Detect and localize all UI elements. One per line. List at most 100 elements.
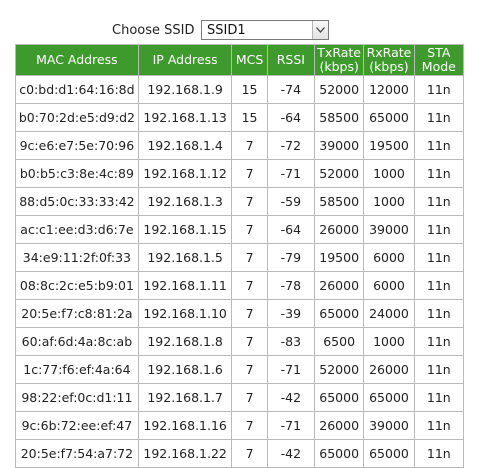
cell-rssi: -78 xyxy=(266,271,315,300)
table-header-row: MAC Address IP Address MCS RSSI TxRate (k… xyxy=(15,44,465,76)
cell-txrate: 19500 xyxy=(313,243,365,272)
cell-mcs: 7 xyxy=(231,439,268,468)
cell-mcs: 7 xyxy=(231,299,268,328)
cell-mcs: 7 xyxy=(231,131,268,160)
cell-rssi: -64 xyxy=(266,103,315,132)
cell-mcs: 7 xyxy=(231,411,268,440)
cell-sta-mode: 11n xyxy=(413,131,465,160)
cell-txrate: 58500 xyxy=(313,187,365,216)
table-row: 08:8c:2c:e5:b9:01 192.168.1.11 7 -78 26000 60… xyxy=(15,271,465,300)
cell-mac-address: c0:bd:d1:64:16:8d xyxy=(15,75,139,104)
header-rssi: RSSI xyxy=(266,44,315,76)
cell-txrate: 65000 xyxy=(313,299,365,328)
cell-rssi: -71 xyxy=(266,411,315,440)
header-sta-mode-line2: Mode xyxy=(421,59,456,74)
cell-sta-mode: 11n xyxy=(413,187,465,216)
cell-ip-address: 192.168.1.6 xyxy=(137,355,233,384)
cell-rxrate: 26000 xyxy=(363,355,415,384)
cell-rssi: -71 xyxy=(266,355,315,384)
header-mcs: MCS xyxy=(231,44,268,76)
table-row: 20:5e:f7:54:a7:72 192.168.1.22 7 -42 65000 65… xyxy=(15,439,465,468)
cell-ip-address: 192.168.1.5 xyxy=(137,243,233,272)
table-row: 9c:e6:e7:5e:70:96 192.168.1.4 7 -72 39000 195… xyxy=(15,131,465,160)
table-row: ac:c1:ee:d3:d6:7e 192.168.1.15 7 -64 26000 39… xyxy=(15,215,465,244)
dropdown-button[interactable] xyxy=(312,21,328,39)
cell-rxrate: 65000 xyxy=(363,383,415,412)
cell-mcs: 7 xyxy=(231,355,268,384)
cell-ip-address: 192.168.1.10 xyxy=(137,299,233,328)
cell-sta-mode: 11n xyxy=(413,271,465,300)
cell-ip-address: 192.168.1.12 xyxy=(137,159,233,188)
cell-rssi: -74 xyxy=(266,75,315,104)
cell-txrate: 6500 xyxy=(313,327,365,356)
header-txrate: TxRate (kbps) xyxy=(313,44,365,76)
cell-mac-address: 08:8c:2c:e5:b9:01 xyxy=(15,271,139,300)
cell-mac-address: 98:22:ef:0c:d1:11 xyxy=(15,383,139,412)
cell-sta-mode: 11n xyxy=(413,299,465,328)
cell-txrate: 65000 xyxy=(313,383,365,412)
cell-rssi: -64 xyxy=(266,215,315,244)
cell-rxrate: 19500 xyxy=(363,131,415,160)
cell-sta-mode: 11n xyxy=(413,75,465,104)
cell-txrate: 65000 xyxy=(313,439,365,468)
cell-ip-address: 192.168.1.15 xyxy=(137,215,233,244)
ssid-selected-value: SSID1 xyxy=(207,23,246,38)
header-sta-mode: STA Mode xyxy=(413,44,465,76)
table-row: b0:b5:c3:8e:4c:89 192.168.1.12 7 -71 52000 10… xyxy=(15,159,465,188)
cell-ip-address: 192.168.1.3 xyxy=(137,187,233,216)
header-mac-address: MAC Address xyxy=(15,44,139,76)
table-row: 60:af:6d:4a:8c:ab 192.168.1.8 7 -83 6500 1000… xyxy=(15,327,465,356)
cell-ip-address: 192.168.1.7 xyxy=(137,383,233,412)
cell-rssi: -72 xyxy=(266,131,315,160)
header-sta-mode-line1: STA xyxy=(427,45,451,60)
cell-rssi: -79 xyxy=(266,243,315,272)
cell-rxrate: 24000 xyxy=(363,299,415,328)
cell-txrate: 52000 xyxy=(313,159,365,188)
cell-rssi: -71 xyxy=(266,159,315,188)
cell-rxrate: 65000 xyxy=(363,103,415,132)
cell-mcs: 7 xyxy=(231,243,268,272)
cell-ip-address: 192.168.1.16 xyxy=(137,411,233,440)
cell-rxrate: 6000 xyxy=(363,243,415,272)
cell-ip-address: 192.168.1.8 xyxy=(137,327,233,356)
cell-sta-mode: 11n xyxy=(413,159,465,188)
cell-txrate: 26000 xyxy=(313,411,365,440)
cell-mcs: 7 xyxy=(231,383,268,412)
cell-rssi: -42 xyxy=(266,383,315,412)
cell-txrate: 52000 xyxy=(313,355,365,384)
cell-rxrate: 65000 xyxy=(363,439,415,468)
header-ip-address: IP Address xyxy=(137,44,233,76)
cell-sta-mode: 11n xyxy=(413,411,465,440)
cell-txrate: 26000 xyxy=(313,215,365,244)
cell-rxrate: 1000 xyxy=(363,187,415,216)
cell-mac-address: 88:d5:0c:33:33:42 xyxy=(15,187,139,216)
station-table: MAC Address IP Address MCS RSSI TxRate (k… xyxy=(15,44,465,468)
cell-mcs: 7 xyxy=(231,215,268,244)
cell-sta-mode: 11n xyxy=(413,327,465,356)
cell-mcs: 15 xyxy=(231,103,268,132)
cell-mac-address: 34:e9:11:2f:0f:33 xyxy=(15,243,139,272)
cell-rssi: -39 xyxy=(266,299,315,328)
ssid-label: Choose SSID xyxy=(112,23,195,38)
table-row: 20:5e:f7:c8:81:2a 192.168.1.10 7 -39 65000 24… xyxy=(15,299,465,328)
header-txrate-line1: TxRate xyxy=(317,45,361,60)
cell-txrate: 39000 xyxy=(313,131,365,160)
cell-mcs: 7 xyxy=(231,187,268,216)
cell-ip-address: 192.168.1.22 xyxy=(137,439,233,468)
cell-sta-mode: 11n xyxy=(413,215,465,244)
cell-rxrate: 1000 xyxy=(363,159,415,188)
table-row: 88:d5:0c:33:33:42 192.168.1.3 7 -59 58500 100… xyxy=(15,187,465,216)
table-row: 98:22:ef:0c:d1:11 192.168.1.7 7 -42 65000 650… xyxy=(15,383,465,412)
cell-mac-address: 9c:6b:72:ee:ef:47 xyxy=(15,411,139,440)
cell-rxrate: 39000 xyxy=(363,215,415,244)
cell-ip-address: 192.168.1.11 xyxy=(137,271,233,300)
ssid-select[interactable]: SSID1 xyxy=(201,20,329,40)
table-row: c0:bd:d1:64:16:8d 192.168.1.9 15 -74 52000 12… xyxy=(15,75,465,104)
cell-rssi: -83 xyxy=(266,327,315,356)
cell-sta-mode: 11n xyxy=(413,243,465,272)
table-row: 9c:6b:72:ee:ef:47 192.168.1.16 7 -71 26000 39… xyxy=(15,411,465,440)
cell-mac-address: 60:af:6d:4a:8c:ab xyxy=(15,327,139,356)
cell-mac-address: 1c:77:f6:ef:4a:64 xyxy=(15,355,139,384)
cell-rxrate: 39000 xyxy=(363,411,415,440)
cell-mac-address: 20:5e:f7:c8:81:2a xyxy=(15,299,139,328)
